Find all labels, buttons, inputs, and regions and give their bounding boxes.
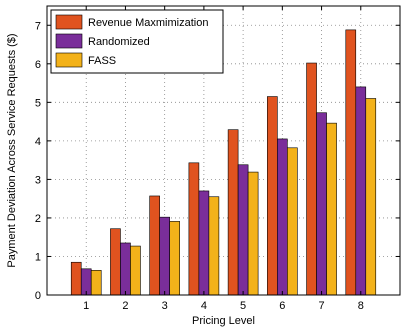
bar-revenue-maxmimization-5: [227, 129, 239, 296]
y-tick-label: 3: [35, 174, 41, 186]
legend-swatch: [55, 14, 83, 30]
legend-label: Revenue Maxmimization: [88, 17, 208, 29]
bar-randomized-8: [355, 86, 367, 296]
bar-randomized-5: [237, 164, 249, 296]
bar-fass-3: [169, 221, 180, 296]
bars: [70, 29, 377, 296]
x-tick-label: 7: [318, 300, 324, 312]
bar-fass-1: [90, 270, 102, 296]
x-tick-label: 4: [201, 300, 207, 312]
bar-revenue-maxmimization-7: [306, 62, 317, 296]
y-tick-label: 4: [35, 136, 41, 148]
legend-entries: Revenue Maxmimization Randomized FASS: [55, 14, 208, 68]
bar-revenue-maxmimization-1: [70, 261, 82, 296]
legend-label: FASS: [88, 55, 116, 67]
plot-frame: [46, 5, 401, 296]
x-tick-label: 2: [122, 300, 128, 312]
y-tick-label: 6: [35, 59, 41, 71]
y-tick-label: 7: [35, 20, 41, 32]
bar-revenue-maxmimization-8: [345, 29, 357, 296]
legend-swatch: [55, 52, 83, 68]
bar-randomized-7: [316, 112, 327, 296]
bar-randomized-3: [159, 216, 170, 296]
bar-randomized-2: [120, 242, 131, 296]
y-tick-label: 5: [35, 97, 41, 109]
y-axis-label: Payment Deviation Across Service Request…: [6, 33, 18, 267]
legend-swatch: [55, 33, 83, 49]
x-tick-label: 8: [358, 300, 364, 312]
x-tick-label: 1: [83, 300, 89, 312]
bar-fass-5: [247, 171, 259, 296]
bar-randomized-4: [198, 190, 210, 296]
x-tick-label: 5: [240, 300, 246, 312]
bar-revenue-maxmimization-6: [267, 96, 278, 296]
y-tick-label: 0: [35, 290, 41, 302]
x-axis-label: Pricing Level: [192, 315, 255, 327]
bar-fass-7: [326, 122, 337, 296]
bar-fass-4: [208, 196, 220, 296]
bar-fass-8: [365, 98, 377, 296]
bar-revenue-maxmimization-2: [110, 228, 121, 296]
axis-ticks: 0 1 2 3 4 5 6 7 1 2 3 4 5 6 7 8: [35, 6, 400, 312]
x-tick-label: 3: [162, 300, 168, 312]
legend: Revenue Maxmimization Randomized FASS: [50, 9, 224, 74]
bar-fass-2: [130, 245, 141, 296]
bar-randomized-6: [277, 138, 288, 296]
y-tick-label: 1: [35, 251, 41, 263]
bar-fass-6: [287, 147, 298, 296]
y-tick-label: 2: [35, 213, 41, 225]
bar-revenue-maxmimization-4: [188, 162, 200, 296]
bar-revenue-maxmimization-3: [149, 195, 160, 296]
x-tick-label: 6: [279, 300, 285, 312]
legend-label: Randomized: [88, 36, 150, 48]
